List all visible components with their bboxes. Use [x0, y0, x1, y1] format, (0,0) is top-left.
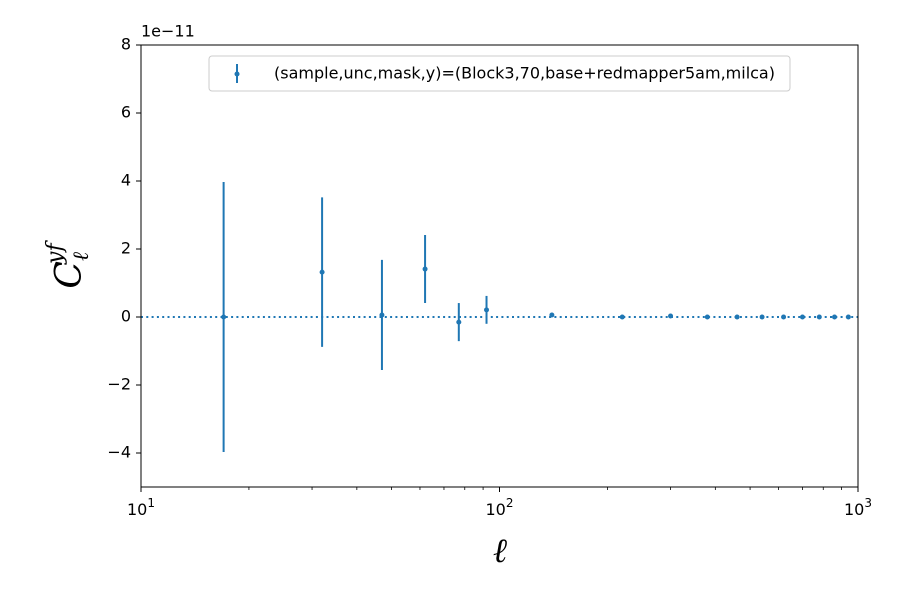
y-tick-label: −2 — [107, 375, 131, 394]
data-point — [759, 314, 765, 320]
y-tick-label: 8 — [121, 35, 131, 54]
data-point — [379, 312, 385, 318]
x-tick-base: 10 — [844, 500, 864, 519]
data-point — [668, 313, 674, 319]
plot-frame — [140, 44, 859, 488]
y-tick-label: 4 — [121, 171, 131, 190]
y-axis-label: Cℓyf — [43, 240, 94, 289]
y-tick-label: −4 — [107, 443, 131, 462]
data-point — [704, 314, 710, 320]
x-tick-label: 103 — [844, 496, 872, 519]
legend-marker — [234, 71, 240, 77]
data-point — [781, 314, 787, 320]
y-axis-label-sup: yf — [43, 240, 68, 265]
legend: (sample,unc,mask,y)=(Block3,70,base+redm… — [208, 55, 791, 92]
x-axis-label: ℓ — [493, 531, 507, 571]
x-tick-base: 10 — [486, 500, 506, 519]
y-tick-label: 2 — [121, 239, 131, 258]
data-point — [734, 314, 740, 320]
x-tick-exponent: 2 — [506, 496, 514, 510]
data-point — [832, 314, 838, 320]
data-point — [484, 307, 490, 313]
x-tick-label: 101 — [127, 496, 155, 519]
data-point — [816, 314, 822, 320]
x-tick-exponent: 3 — [864, 496, 872, 510]
data-point — [456, 319, 462, 325]
x-tick-exponent: 1 — [147, 496, 155, 510]
data-point — [845, 314, 851, 320]
data-point — [422, 266, 428, 272]
y-axis-label-main: C — [49, 261, 90, 289]
legend-label: (sample,unc,mask,y)=(Block3,70,base+redm… — [274, 64, 775, 83]
data-point — [799, 314, 805, 320]
data-point — [319, 269, 325, 275]
legend-box — [208, 55, 791, 92]
y-axis-label-sub: ℓ — [69, 251, 94, 261]
x-tick-label: 102 — [486, 496, 514, 519]
x-tick-base: 10 — [127, 500, 147, 519]
data-point — [549, 312, 555, 318]
y-tick-label: 6 — [121, 103, 131, 122]
data-point — [221, 314, 227, 320]
data-point — [619, 314, 625, 320]
offset-text: 1e−11 — [141, 22, 195, 41]
y-tick-label: 0 — [121, 307, 131, 326]
